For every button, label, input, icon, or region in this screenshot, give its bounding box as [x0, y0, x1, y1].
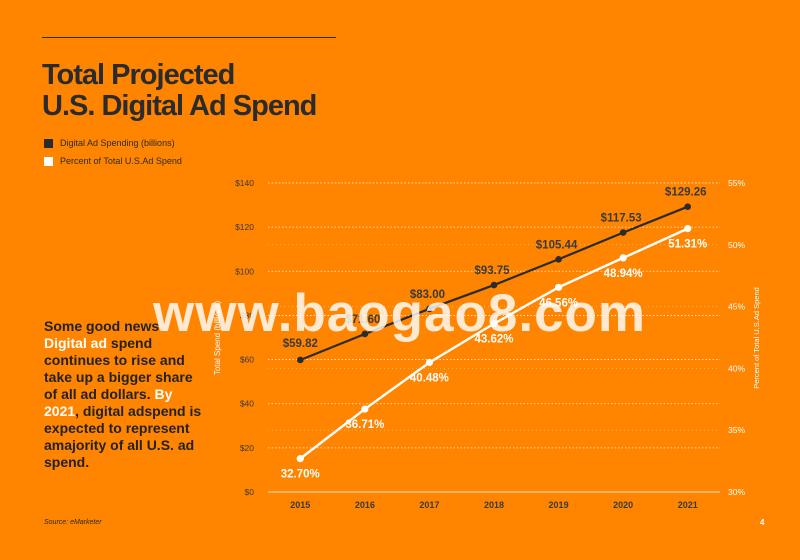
- data-label-percent: 43.62%: [474, 334, 513, 346]
- body-text-highlight-1: Digital ad: [44, 335, 108, 351]
- top-rule: [42, 37, 336, 38]
- body-text: Some good news. Digital ad spend continu…: [44, 318, 204, 471]
- legend-swatch-white: [44, 156, 53, 166]
- body-text-highlight-2: By 2021: [44, 386, 173, 419]
- page-number: 4: [760, 518, 765, 527]
- data-label-percent: 48.94%: [604, 268, 643, 280]
- slide-title: Total Projected U.S. Digital Ad Spend: [42, 59, 317, 122]
- data-point-spending: [361, 330, 369, 338]
- title-line-1: Total Projected: [42, 59, 235, 91]
- data-point-percent: [425, 358, 434, 367]
- data-point-spending: [555, 255, 562, 263]
- data-label-spending: $71.60: [345, 314, 380, 326]
- data-point-spending: [619, 229, 627, 236]
- body-text-1: Some good news.: [44, 318, 164, 334]
- y-right-tick-label: 50%: [728, 240, 745, 250]
- x-tick-label: 2021: [678, 500, 698, 510]
- y-left-tick-label: $0: [245, 487, 255, 497]
- y-left-axis-title: Total Spend (billions): [213, 301, 222, 376]
- data-label-percent: 46.56%: [539, 297, 578, 309]
- data-point-percent: [684, 225, 692, 233]
- data-point-spending: [426, 305, 433, 313]
- data-label-spending: $93.75: [474, 265, 510, 277]
- data-label-spending: $59.82: [283, 338, 318, 350]
- data-point-spending: [296, 356, 304, 364]
- data-label-percent: 40.48%: [410, 372, 449, 384]
- watermark: www.baogao8.com: [153, 284, 647, 343]
- data-point-spending: [684, 203, 692, 211]
- x-tick-label: 2016: [355, 500, 375, 510]
- x-tick-label: 2015: [290, 500, 310, 510]
- legend-label-spending: Digital Ad Spending (billions): [60, 138, 175, 148]
- y-left-tick-label: $80: [240, 310, 254, 320]
- y-left-tick-label: $140: [235, 178, 254, 188]
- data-label-spending: $117.53: [601, 213, 642, 225]
- data-point-percent: [619, 254, 627, 262]
- data-point-percent: [490, 320, 498, 328]
- data-label-spending: $129.26: [665, 187, 707, 199]
- chart-legend: Digital Ad Spending (billions) Percent o…: [44, 134, 182, 170]
- y-left-tick-label: $60: [240, 355, 254, 365]
- y-left-tick-label: $40: [240, 399, 254, 409]
- y-right-tick-label: 40%: [728, 363, 745, 373]
- x-tick-label: 2017: [419, 500, 439, 510]
- data-label-percent: 51.31%: [668, 239, 707, 251]
- x-tick-label: 2018: [484, 500, 504, 510]
- legend-item-spending: Digital Ad Spending (billions): [44, 134, 182, 152]
- y-left-tick-label: $20: [240, 443, 254, 453]
- source-note: Source: eMarketer: [44, 519, 102, 526]
- data-point-percent: [296, 455, 304, 463]
- y-right-tick-label: 55%: [728, 178, 745, 188]
- body-text-3: , digital adspend is expected to represe…: [44, 403, 202, 470]
- title-line-2: U.S. Digital Ad Spend: [42, 90, 317, 122]
- y-right-tick-label: 30%: [728, 487, 745, 497]
- data-label-percent: 36.71%: [345, 419, 384, 431]
- data-point-spending: [490, 281, 498, 289]
- y-right-axis-title: Percent of Total U.S.Ad Spend: [752, 287, 761, 389]
- y-right-tick-label: 35%: [728, 425, 745, 435]
- legend-swatch-dark: [44, 138, 53, 148]
- data-label-spending: $105.44: [536, 239, 578, 251]
- data-point-percent: [361, 405, 369, 413]
- legend-item-percent: Percent of Total U.S.Ad Spend: [44, 152, 182, 170]
- y-right-tick-label: 45%: [728, 302, 745, 312]
- data-point-percent: [554, 283, 563, 291]
- body-text-2: spend continues to rise and take up a bi…: [44, 335, 193, 402]
- y-left-tick-label: $100: [235, 266, 254, 276]
- data-label-percent: 32.70%: [281, 469, 320, 481]
- data-label-spending: $83.00: [410, 289, 445, 301]
- x-tick-label: 2020: [613, 500, 633, 510]
- x-tick-label: 2019: [549, 500, 569, 510]
- legend-label-percent: Percent of Total U.S.Ad Spend: [60, 156, 182, 166]
- y-left-tick-label: $120: [235, 222, 254, 232]
